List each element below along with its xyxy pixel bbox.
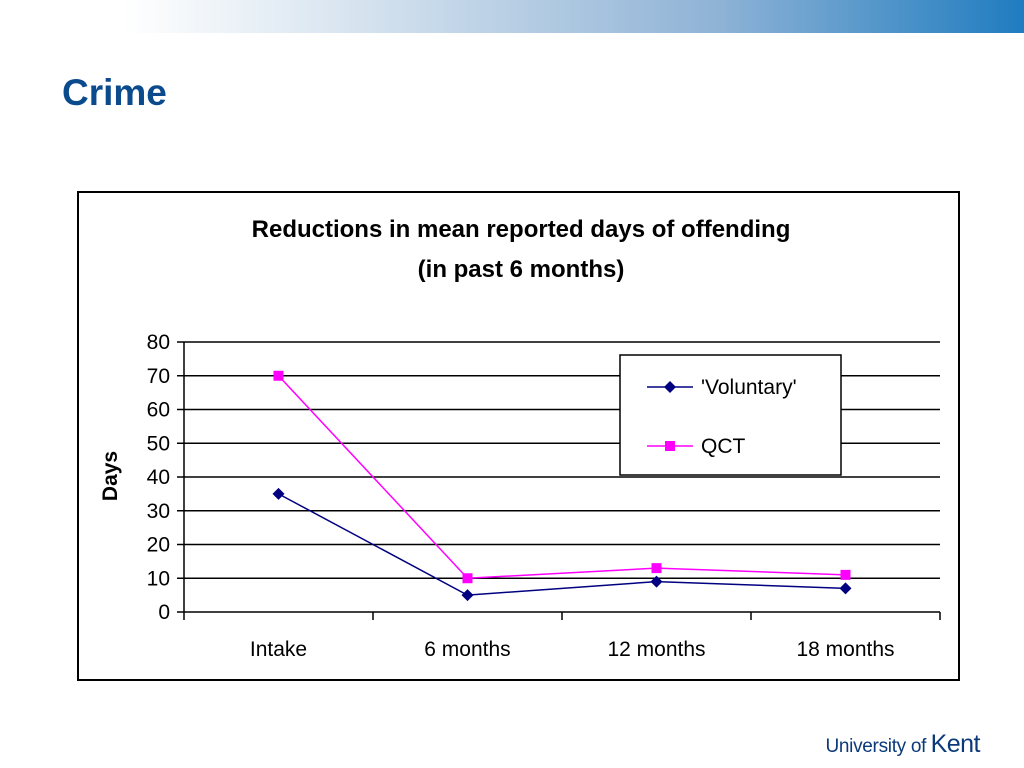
logo-prefix: University of: [825, 736, 927, 757]
y-tick-label-30: 30: [147, 500, 170, 523]
y-tick-label-80: 80: [147, 331, 170, 354]
chart-subtitle: (in past 6 months): [418, 256, 625, 283]
series-0-point-2: [650, 575, 663, 588]
series-1-point-0: [273, 370, 284, 381]
x-tick-label-2: 12 months: [607, 638, 705, 661]
university-logo: University of Kent: [825, 730, 980, 759]
y-tick-label-60: 60: [147, 399, 170, 422]
series-1-point-2: [651, 563, 662, 574]
y-tick-label-50: 50: [147, 432, 170, 455]
x-tick-label-1: 6 months: [424, 638, 510, 661]
legend-marker-voluntary: [664, 381, 676, 393]
y-tick-label-10: 10: [147, 567, 170, 590]
x-tick-label-0: Intake: [250, 638, 307, 661]
series-1-point-3: [840, 569, 851, 580]
logo-name: Kent: [930, 730, 981, 758]
chart-title: Reductions in mean reported days of offe…: [252, 216, 791, 243]
legend-marker-qct: [665, 441, 675, 451]
slide-title: Crime: [62, 72, 167, 113]
y-tick-label-20: 20: [147, 534, 170, 557]
legend-box: [619, 354, 842, 476]
series-0-point-3: [839, 582, 852, 595]
legend-label-voluntary: 'Voluntary': [701, 376, 797, 399]
y-tick-label-70: 70: [147, 365, 170, 388]
y-axis-label: Days: [99, 451, 122, 501]
series-layer: [272, 370, 852, 602]
y-tick-label-0: 0: [158, 601, 170, 624]
chart-frame: Reductions in mean reported days of offe…: [77, 191, 960, 681]
series-line-0: [278, 493, 846, 596]
legend: 'Voluntary' QCT: [619, 354, 842, 476]
y-tick-label-40: 40: [147, 466, 170, 489]
series-1-point-1: [462, 573, 473, 584]
header-gradient-bar: [0, 0, 1024, 33]
series-0-point-0: [272, 487, 285, 500]
line-chart: Reductions in mean reported days of offe…: [99, 216, 941, 661]
legend-label-qct: QCT: [701, 435, 746, 458]
axes: 0 10 20 30 40 50 60 70 80 Intake 6 months 12 months…: [147, 331, 941, 661]
series-0-point-1: [461, 589, 474, 602]
series-line-1: [277, 375, 846, 580]
x-tick-label-3: 18 months: [796, 638, 894, 661]
